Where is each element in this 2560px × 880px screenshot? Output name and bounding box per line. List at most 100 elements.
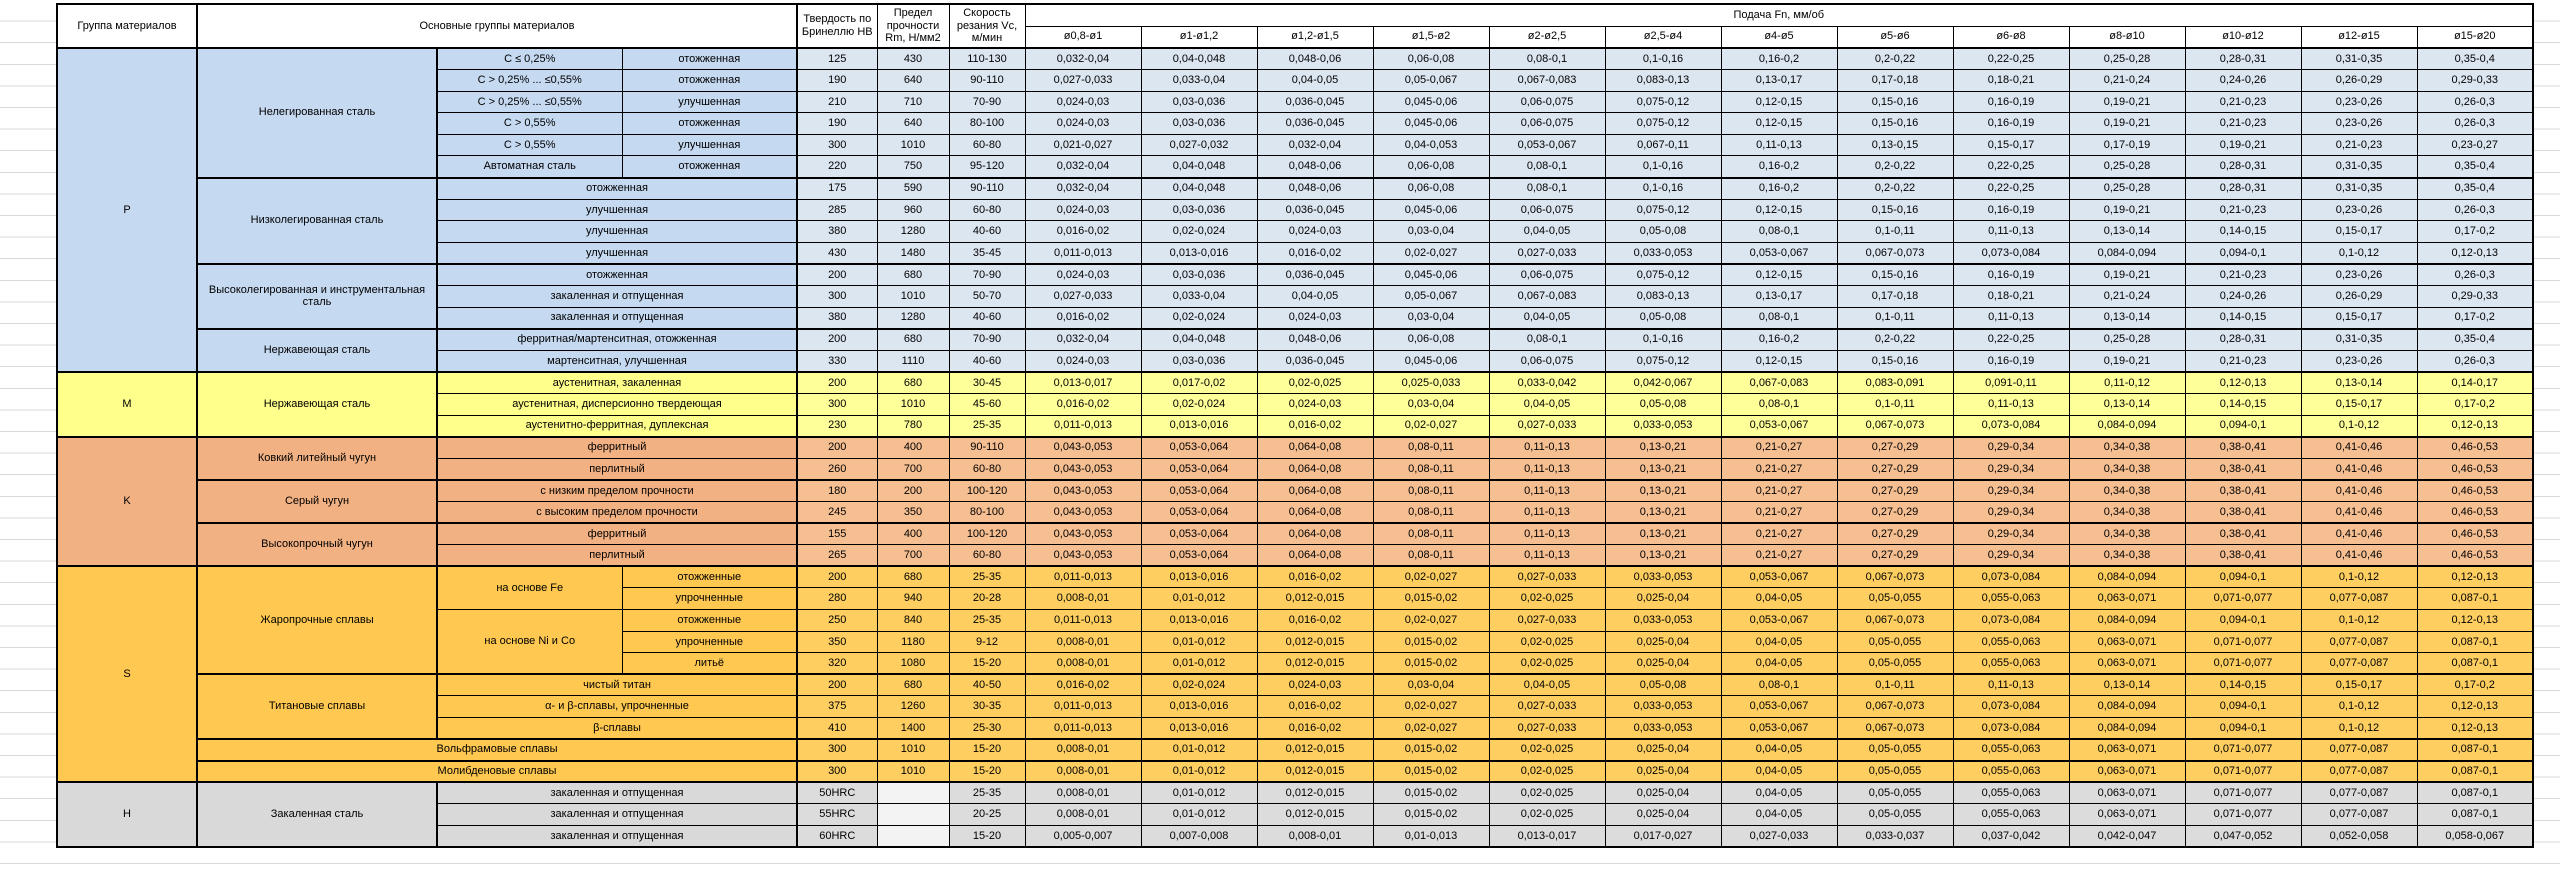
feed-cell: 0,025-0,04 [1604, 781, 1722, 805]
feed-cell: 0,1-0,12 [2300, 414, 2418, 438]
feed-cell: 0,033-0,053 [1604, 565, 1722, 589]
hardness-cell: 380 [796, 220, 878, 243]
feed-cell: 0,04-0,048 [1140, 47, 1258, 71]
feed-cell: 0,012-0,015 [1256, 587, 1374, 610]
table-row: перлитный 260 700 60-80 0,043-0,053 0,053-0,0… [57, 457, 2534, 481]
feed-cell: 0,19-0,21 [2068, 349, 2186, 373]
feed-cell: 0,064-0,08 [1256, 522, 1374, 546]
feed-cell: 0,036-0,045 [1256, 262, 1374, 287]
feed-cell: 0,055-0,063 [1952, 630, 2070, 654]
treatment-cell: отожженные [621, 565, 798, 589]
feed-cell: 0,02-0,024 [1140, 393, 1258, 416]
feed-cell: 0,29-0,33 [2416, 69, 2534, 92]
feed-cell: 0,03-0,04 [1372, 393, 1490, 416]
feed-cell: 0,055-0,063 [1952, 652, 2070, 675]
spec-cell: мартенситная, улучшенная [436, 349, 798, 373]
tensile-strength-cell: 700 [876, 457, 950, 481]
feed-cell: 0,024-0,03 [1024, 349, 1142, 373]
feed-cell: 0,15-0,17 [2300, 673, 2418, 697]
feed-cell: 0,15-0,16 [1836, 198, 1954, 222]
feed-cell: 0,032-0,04 [1024, 176, 1142, 200]
cutting-speed-cell: 20-28 [948, 587, 1026, 610]
feed-cell: 0,34-0,38 [2068, 500, 2186, 524]
feed-cell: 0,04-0,053 [1372, 133, 1490, 157]
feed-cell: 0,12-0,13 [2416, 241, 2534, 265]
feed-cell: 0,073-0,084 [1952, 716, 2070, 740]
feed-cell: 0,063-0,071 [2068, 759, 2186, 783]
tensile-strength-cell: 400 [876, 435, 950, 459]
feed-cell: 0,08-0,11 [1372, 478, 1490, 502]
feed-cell: 0,1-0,11 [1836, 393, 1954, 416]
feed-cell: 0,17-0,2 [2416, 673, 2534, 697]
feed-cell: 0,21-0,27 [1720, 457, 1838, 481]
feed-cell: 0,2-0,22 [1836, 176, 1954, 200]
feed-cell: 0,05-0,055 [1836, 652, 1954, 675]
tensile-strength-cell: 350 [876, 500, 950, 524]
cutting-speed-cell: 15-20 [948, 759, 1026, 783]
tensile-strength-cell: 710 [876, 90, 950, 114]
feed-cell: 0,063-0,071 [2068, 781, 2186, 805]
cutting-speed-cell: 40-60 [948, 349, 1026, 373]
spec-cell: на основе Fe [436, 565, 623, 610]
spec-cell: Автоматная сталь [436, 155, 623, 179]
treatment-cell: отожженная [621, 155, 798, 179]
table-row: на основе Ni и Co отожженные 250 840 25-35 0,… [57, 608, 2534, 675]
feed-cell: 0,08-0,1 [1720, 393, 1838, 416]
feed-cell: 0,34-0,38 [2068, 522, 2186, 546]
feed-cell: 0,084-0,094 [2068, 608, 2186, 632]
cutting-speed-cell: 70-90 [948, 327, 1026, 351]
treatment-cell: отожженная [621, 69, 798, 92]
feed-diameter-header: ø6-ø8 [1952, 25, 2070, 49]
feed-cell: 0,12-0,13 [2416, 414, 2534, 438]
feed-cell: 0,18-0,21 [1952, 69, 2070, 92]
feed-cell: 0,077-0,087 [2300, 759, 2418, 783]
feed-cell: 0,05-0,055 [1836, 759, 1954, 783]
tensile-strength-cell: 960 [876, 198, 950, 222]
spec-cell: C > 0,55% [436, 112, 623, 135]
feed-cell: 0,27-0,29 [1836, 522, 1954, 546]
feed-cell: 0,052-0,058 [2300, 824, 2418, 848]
feed-cell: 0,012-0,015 [1256, 803, 1374, 826]
feed-cell: 0,23-0,26 [2300, 90, 2418, 114]
feed-cell: 0,13-0,17 [1720, 69, 1838, 92]
feed-cell: 0,16-0,19 [1952, 112, 2070, 135]
hardness-cell: 175 [796, 176, 878, 200]
treatment-cell: отожженная [621, 47, 798, 71]
feed-cell: 0,2-0,22 [1836, 155, 1954, 179]
feed-cell: 0,073-0,084 [1952, 241, 2070, 265]
feed-cell: 0,16-0,2 [1720, 155, 1838, 179]
feed-cell: 0,01-0,012 [1140, 759, 1258, 783]
feed-cell: 0,34-0,38 [2068, 457, 2186, 481]
feed-cell: 0,067-0,073 [1836, 608, 1954, 632]
feed-cell: 0,14-0,15 [2184, 220, 2302, 243]
feed-cell: 0,071-0,077 [2184, 738, 2302, 762]
group-label-cell: M [56, 370, 198, 438]
feed-cell: 0,042-0,047 [2068, 824, 2186, 848]
feed-cell: 0,11-0,12 [2068, 370, 2186, 394]
treatment-cell: упрочненные [621, 587, 798, 610]
header-rm: Предел прочности Rm, Н/мм2 [876, 3, 950, 49]
feed-cell: 0,067-0,073 [1836, 716, 1954, 740]
feed-cell: 0,15-0,16 [1836, 349, 1954, 373]
feed-cell: 0,08-0,11 [1372, 544, 1490, 567]
feed-cell: 0,013-0,016 [1140, 695, 1258, 718]
feed-cell: 0,013-0,016 [1140, 716, 1258, 740]
table-row: C > 0,25% ... ≤0,55% отожженная 190 640 90-1… [57, 69, 2534, 92]
feed-cell: 0,064-0,08 [1256, 478, 1374, 502]
feed-cell: 0,19-0,21 [2068, 262, 2186, 287]
feed-cell: 0,013-0,017 [1024, 370, 1142, 394]
feed-cell: 0,03-0,036 [1140, 198, 1258, 222]
feed-cell: 0,21-0,27 [1720, 544, 1838, 567]
feed-cell: 0,008-0,01 [1024, 781, 1142, 805]
table-row: H Закаленная сталь закаленная и отпущенная… [56, 781, 2534, 848]
feed-cell: 0,16-0,2 [1720, 176, 1838, 200]
feed-cell: 0,032-0,04 [1024, 155, 1142, 179]
feed-cell: 0,21-0,23 [2184, 349, 2302, 373]
feed-cell: 0,02-0,025 [1256, 370, 1374, 394]
treatment-cell: литьё [621, 652, 798, 675]
hardness-cell: 300 [796, 133, 878, 157]
cutting-speed-cell: 70-90 [948, 90, 1026, 114]
feed-cell: 0,34-0,38 [2068, 478, 2186, 502]
feed-cell: 0,03-0,036 [1140, 90, 1258, 114]
spec-cell: закаленная и отпущенная [436, 803, 798, 826]
